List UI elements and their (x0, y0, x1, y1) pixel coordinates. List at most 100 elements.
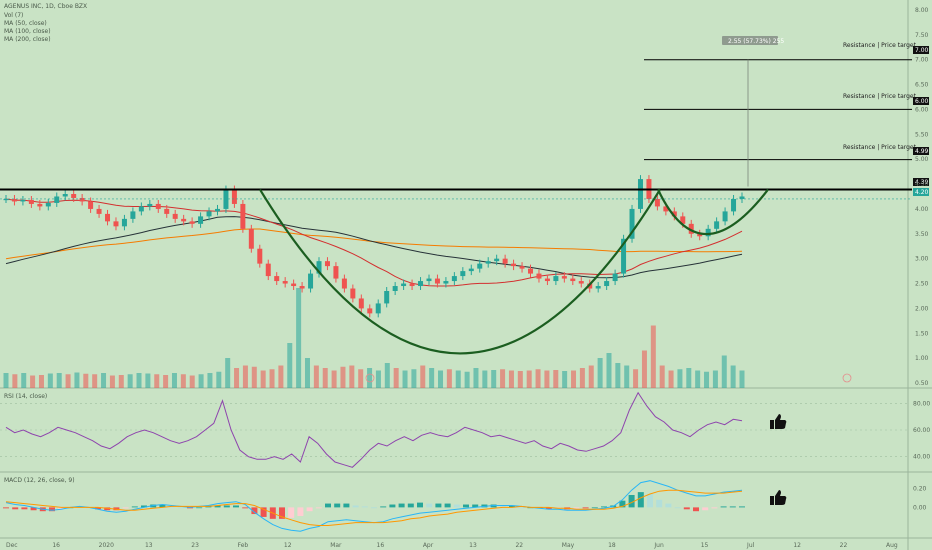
candle-body (612, 273, 618, 282)
volume-bar (553, 370, 559, 388)
volume-bar (216, 371, 222, 388)
macd-histogram-bar (619, 500, 626, 508)
candle-body (654, 198, 660, 207)
volume-bar (340, 366, 346, 388)
macd-histogram-bar (518, 507, 525, 509)
rsi-axis-tick: 40.00 (913, 454, 930, 461)
volume-bar (287, 343, 293, 388)
volume-bar (296, 288, 302, 388)
candle-body (460, 271, 466, 277)
macd-histogram-bar (30, 507, 37, 511)
resistance-label-4-99: Resistance | Price target (843, 144, 917, 151)
candle-body (181, 218, 187, 222)
macd-histogram-bar (472, 504, 479, 508)
macd-histogram-bar (223, 505, 230, 508)
x-axis-label: 12 (793, 542, 801, 549)
price-tag-6-text: 6.00 (915, 98, 929, 105)
candle-body (206, 211, 212, 217)
macd-histogram-bar (739, 506, 745, 508)
candle-body (418, 281, 424, 287)
macd-histogram-bar (352, 505, 359, 508)
volume-bar (251, 366, 257, 388)
macd-histogram-bar (306, 507, 313, 512)
macd-histogram-bar (159, 504, 166, 508)
macd-histogram-bar (371, 507, 377, 509)
macd-histogram-bar (711, 507, 718, 509)
macd-histogram-bar (683, 507, 690, 510)
candle-body (705, 228, 711, 237)
volume-bar (145, 373, 151, 388)
candle-body (739, 196, 745, 199)
volume-bar (739, 370, 745, 388)
macd-histogram-bar (214, 505, 221, 508)
volume-bar (473, 368, 479, 388)
candle-body (240, 203, 246, 229)
macd-histogram-bar (297, 507, 304, 516)
macd-histogram-bar (702, 507, 709, 511)
volume-bar (562, 371, 568, 388)
price-axis-tick: 6.50 (915, 82, 929, 89)
volume-bar (92, 374, 98, 388)
volume-bar (367, 368, 373, 388)
price-tag-last-text: 4.20 (915, 189, 929, 196)
volume-bar (30, 375, 36, 388)
candle-body (722, 211, 728, 222)
volume-bar (38, 375, 44, 388)
candle-body (71, 194, 77, 198)
candle-body (731, 198, 737, 212)
volume-bar (641, 350, 647, 388)
macd-histogram-bar (444, 503, 451, 508)
candle-body (714, 221, 720, 229)
candle-body (358, 298, 364, 309)
candle-body (113, 221, 119, 227)
volume-bar (420, 365, 426, 388)
candle-body (198, 216, 204, 224)
macd-histogram-bar (279, 507, 285, 519)
rsi-line (5, 391, 743, 468)
volume-bar (624, 365, 630, 388)
macd-histogram-bar (233, 505, 239, 508)
thumbs-up-icon (770, 490, 787, 505)
volume-bar (109, 375, 115, 388)
x-axis-label: 16 (52, 542, 60, 549)
macd-histogram-bar (601, 506, 607, 508)
handle-curve (657, 188, 769, 236)
rsi-axis-tick: 60.00 (913, 427, 930, 434)
candle-body (688, 223, 694, 234)
macd-label: MACD (12, 26, close, 9) (4, 477, 75, 484)
price-tag-6 (913, 97, 929, 105)
candle-body (629, 208, 635, 239)
volume-bar (101, 373, 107, 388)
macd-histogram-bar (325, 503, 331, 508)
macd-histogram-bar (95, 507, 101, 510)
volume-bar (234, 368, 240, 388)
price-axis-tick: 7.50 (915, 32, 929, 39)
candle-body (604, 281, 610, 287)
volume-bar (712, 370, 718, 388)
candle-body (20, 199, 26, 202)
macd-histogram-bar (647, 494, 653, 508)
candle-body (663, 206, 669, 212)
candle-body (324, 261, 330, 267)
candle-body (45, 202, 51, 207)
macd-histogram-bar (315, 507, 322, 509)
cup-curve (259, 188, 661, 355)
macd-axis-tick: 0.00 (913, 504, 927, 511)
candle-body (299, 286, 305, 289)
volume-bar (535, 369, 541, 388)
volume-bar (304, 358, 310, 388)
macd-histogram-bar (545, 507, 552, 510)
volume-bar (393, 368, 399, 388)
macd-histogram-bar (628, 494, 635, 508)
macd-histogram-bar (637, 492, 644, 508)
price-tag-4-99-text: 4.99 (915, 148, 929, 155)
volume-bar (668, 370, 674, 388)
x-axis-label: May (562, 542, 575, 549)
candle-body (409, 283, 415, 287)
macd-histogram-bar (131, 506, 138, 508)
candle-body (553, 276, 559, 282)
price-axis-tick: 8.00 (915, 7, 929, 14)
volume-bar (278, 365, 284, 388)
